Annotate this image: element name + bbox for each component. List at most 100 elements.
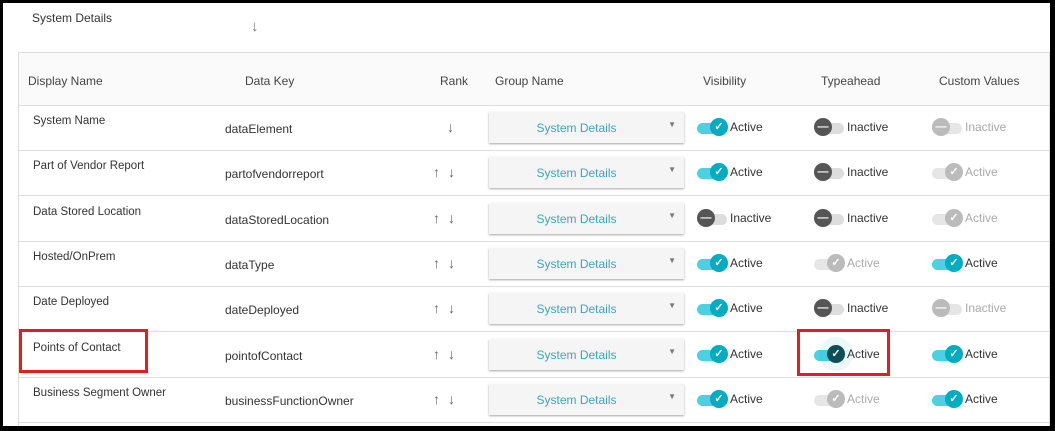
group-name-value: System Details <box>536 121 617 135</box>
caret-down-icon: ▼ <box>668 255 676 265</box>
display-name: Business Segment Owner <box>33 386 166 399</box>
check-icon: ✓ <box>710 118 728 136</box>
rank-arrows-icon[interactable]: ↑↓ <box>433 254 463 271</box>
caret-down-icon: ▼ <box>668 210 676 220</box>
header-display-name: Display Name <box>28 74 103 88</box>
custom-values-label: Active <box>965 210 998 225</box>
minus-icon: — <box>814 208 832 227</box>
group-name-dropdown[interactable]: System Details ▼ <box>489 202 684 234</box>
check-icon: ✓ <box>945 163 963 182</box>
group-name-value: System Details <box>536 392 617 407</box>
caret-down-icon: ▼ <box>668 165 676 175</box>
visibility-label: Active <box>730 346 763 361</box>
rank-arrows-icon[interactable]: ↑↓ <box>433 209 463 226</box>
frame: System Details ↓ Display Name Data Key R… <box>3 3 1050 426</box>
check-icon: ✓ <box>945 208 963 227</box>
check-icon: ✓ <box>945 344 963 363</box>
data-key: dataStoredLocation <box>225 212 330 227</box>
minus-icon: — <box>697 208 715 227</box>
section-title: System Details <box>32 11 113 25</box>
header-group-name: Group Name <box>495 74 564 88</box>
group-name-value: System Details <box>536 347 617 362</box>
minus-icon: — <box>814 299 832 318</box>
visibility-label: Active <box>730 165 763 180</box>
fields-table: Display Name Data Key Rank Group Name Vi… <box>18 52 1050 426</box>
typeahead-label: Inactive <box>847 165 889 180</box>
display-name: Points of Contact <box>33 341 121 354</box>
check-icon: ✓ <box>945 389 963 408</box>
display-name: Part of Vendor Report <box>33 160 145 173</box>
data-key: pointofContact <box>225 348 303 363</box>
check-icon: ✓ <box>945 253 963 272</box>
rank-arrows-icon[interactable]: ↓ <box>447 119 462 135</box>
custom-values-label: Active <box>965 346 998 361</box>
table-row: System Name dataElement ↓ System Details… <box>19 105 1049 151</box>
display-name: System Name <box>33 115 106 127</box>
header-visibility: Visibility <box>703 74 747 88</box>
check-icon: ✓ <box>827 253 845 272</box>
minus-icon: — <box>932 299 950 318</box>
check-icon: ✓ <box>827 344 845 363</box>
minus-icon: — <box>932 118 950 136</box>
check-icon: ✓ <box>827 389 845 408</box>
group-name-dropdown[interactable]: System Details ▼ <box>489 112 684 143</box>
group-name-dropdown[interactable]: System Details ▼ <box>489 383 684 415</box>
highlight-box-typeahead <box>797 329 890 376</box>
typeahead-label: Active <box>847 346 880 361</box>
group-name-dropdown[interactable]: System Details ▼ <box>489 338 684 370</box>
data-key: partofvendorreport <box>225 167 324 182</box>
arrow-down-icon[interactable]: ↓ <box>251 18 259 35</box>
typeahead-label: Inactive <box>847 120 889 134</box>
header-typeahead: Typeahead <box>821 74 881 88</box>
table-row: Business Segment Owner businessFunctionO… <box>19 377 1049 423</box>
check-icon: ✓ <box>710 163 728 182</box>
display-name: Date Deployed <box>33 296 110 309</box>
visibility-label: Active <box>730 391 763 406</box>
check-icon: ✓ <box>710 389 728 408</box>
table-row: Data Stored Location dataStoredLocation … <box>19 196 1049 242</box>
rank-arrows-icon[interactable]: ↑↓ <box>433 164 463 181</box>
typeahead-label: Active <box>847 391 880 406</box>
minus-icon: — <box>814 163 832 182</box>
custom-values-label: Active <box>965 391 998 406</box>
header-custom-values: Custom Values <box>939 74 1020 88</box>
check-icon: ✓ <box>710 344 728 363</box>
custom-values-label: Inactive <box>965 120 1007 134</box>
data-key: dataElement <box>225 122 293 136</box>
group-name-value: System Details <box>536 166 617 181</box>
display-name: Hosted/OnPrem <box>33 250 116 263</box>
table-header: Display Name Data Key Rank Group Name Vi… <box>19 52 1049 106</box>
caret-down-icon: ▼ <box>668 346 676 356</box>
custom-values-label: Inactive <box>965 301 1007 316</box>
visibility-label: Active <box>730 301 763 316</box>
header-data-key: Data Key <box>245 74 295 88</box>
caret-down-icon: ▼ <box>668 301 676 311</box>
table-row: Points of Contact pointofContact ↑↓ Syst… <box>19 332 1049 378</box>
display-name: Data Stored Location <box>33 205 142 218</box>
data-key: dateDeployed <box>225 303 300 318</box>
check-icon: ✓ <box>710 299 728 318</box>
data-key: dataType <box>225 257 275 272</box>
header-rank: Rank <box>440 74 469 88</box>
check-icon: ✓ <box>710 253 728 272</box>
visibility-label: Inactive <box>730 210 772 225</box>
group-name-value: System Details <box>536 211 617 226</box>
group-name-value: System Details <box>536 302 617 317</box>
group-name-dropdown[interactable]: System Details ▼ <box>489 247 684 279</box>
table-row: Part of Vendor Report partofvendorreport… <box>19 150 1049 197</box>
group-name-dropdown[interactable]: System Details ▼ <box>489 157 684 189</box>
minus-icon: — <box>814 118 832 136</box>
rank-arrows-icon[interactable]: ↑↓ <box>433 300 463 317</box>
highlight-box-display-name <box>19 329 148 373</box>
rank-arrows-icon[interactable]: ↑↓ <box>433 345 463 362</box>
table-row: Hosted/OnPrem dataType ↑↓ System Details… <box>19 241 1049 287</box>
group-name-dropdown[interactable]: System Details ▼ <box>489 293 684 325</box>
visibility-label: Active <box>730 255 763 270</box>
custom-values-label: Active <box>965 255 998 270</box>
typeahead-label: Inactive <box>847 210 889 225</box>
typeahead-label: Active <box>847 255 880 270</box>
caret-down-icon: ▼ <box>668 120 676 129</box>
data-key: businessFunctionOwner <box>225 393 354 408</box>
rank-arrows-icon[interactable]: ↑↓ <box>433 390 463 407</box>
visibility-label: Active <box>730 120 763 134</box>
